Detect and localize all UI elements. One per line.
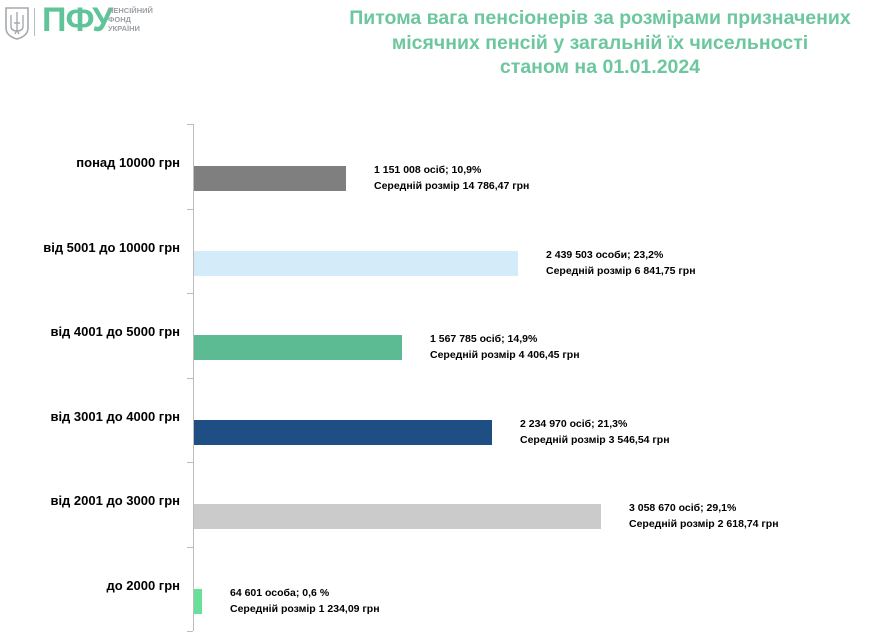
bar [194,589,202,614]
trident-icon [5,7,29,40]
chart-title-line-2: місячних пенсій у загальній їх чисельнос… [391,31,809,54]
category-label: до 2000 грн [106,578,180,593]
data-label: 2 439 503 особи; 23,2% Середній розмір 6 … [546,247,696,279]
y-axis-line [193,124,194,631]
data-label-average: Середній розмір 14 786,47 грн [374,180,530,192]
logo-line-2: ФОНД [108,15,131,24]
logo-line-3: УКРАЇНИ [108,24,140,33]
data-label-count: 1 567 785 осіб; 14,9% [430,333,538,345]
axis-tick [187,378,193,379]
bar [194,420,492,445]
category-label: від 5001 до 10000 грн [43,240,180,255]
chart-title-line-1: Питома вага пенсіонерів за розмірами при… [349,7,851,29]
bar [194,251,518,276]
logo-abbreviation: ПФУ [42,1,113,39]
bar [194,166,346,191]
data-label-count: 2 234 970 осіб; 21,3% [520,418,628,430]
data-label-average: Середній розмір 2 618,74 грн [629,518,779,530]
data-label: 2 234 970 осіб; 21,3% Середній розмір 3 5… [520,416,670,448]
data-label-count: 64 601 особа; 0,6 % [230,587,330,599]
axis-tick [187,462,193,463]
pfu-logo: ПФУ ПЕНСІЙНИЙ ФОНД УКРАЇНИ [4,1,154,42]
axis-tick [187,631,193,632]
data-label-count: 3 058 670 осіб; 29,1% [629,502,737,514]
category-label: від 2001 до 3000 грн [50,493,180,508]
data-label: 1 151 008 осіб; 10,9% Середній розмір 14 … [374,162,529,194]
data-label: 3 058 670 осіб; 29,1% Середній розмір 2 6… [629,500,779,532]
category-label: понад 10000 грн [76,155,180,170]
data-label: 1 567 785 осіб; 14,9% Середній розмір 4 4… [430,331,580,363]
data-label-average: Середній розмір 1 234,09 грн [230,603,380,615]
chart-title: Питома вага пенсіонерів за розмірами при… [330,6,870,80]
category-label: від 3001 до 4000 грн [50,409,180,424]
bar [194,335,402,360]
axis-tick [187,293,193,294]
data-label-average: Середній розмір 3 546,54 грн [520,434,670,446]
axis-tick [187,124,193,125]
axis-tick [187,547,193,548]
data-label-count: 1 151 008 осіб; 10,9% [374,164,482,176]
data-label-average: Середній розмір 4 406,45 грн [430,349,580,361]
axis-tick [187,209,193,210]
bar [194,504,601,529]
data-label: 64 601 особа; 0,6 % Середній розмір 1 234… [230,585,380,617]
logo-text: ПЕНСІЙНИЙ ФОНД УКРАЇНИ [108,6,153,33]
chart-title-line-3: станом на 01.01.2024 [499,56,701,78]
logo-line-1: ПЕНСІЙНИЙ [108,6,153,15]
category-label: від 4001 до 5000 грн [50,324,180,339]
data-label-average: Середній розмір 6 841,75 грн [546,265,696,277]
logo-divider [34,8,35,36]
data-label-count: 2 439 503 особи; 23,2% [546,249,664,261]
